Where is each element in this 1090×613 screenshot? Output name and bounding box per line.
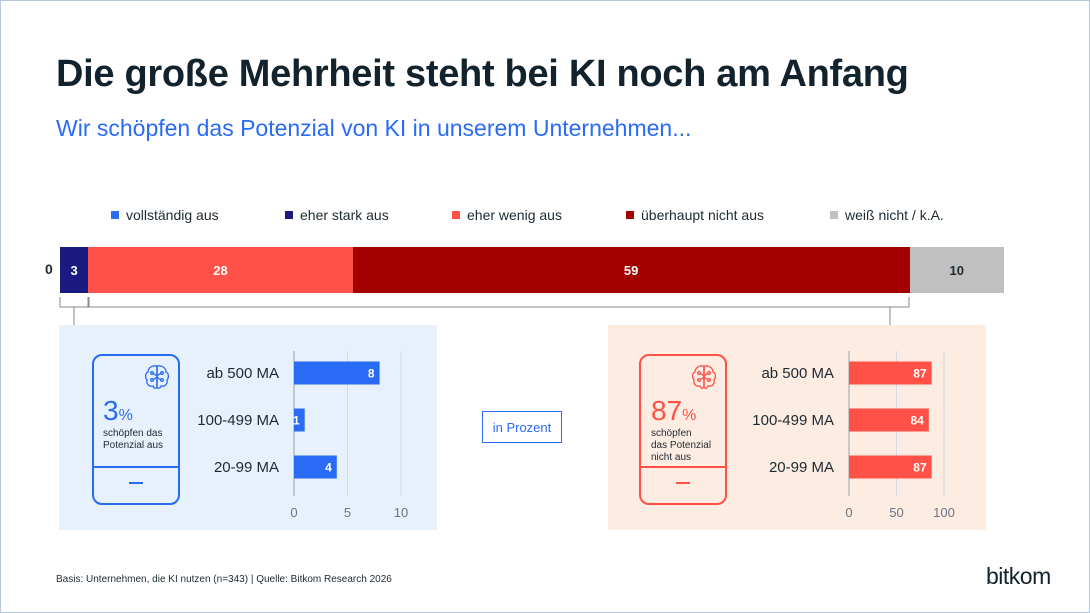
bar [294, 408, 305, 432]
stacked-bar-segment: 3 [60, 247, 89, 293]
right-category-label: 20-99 MA [768, 459, 834, 476]
legend-item-eher-stark: eher stark aus [285, 206, 389, 224]
legend-item-eher-wenig: eher wenig aus [452, 206, 562, 224]
bar [294, 455, 337, 479]
x-tick-label: 0 [845, 505, 852, 520]
left-bracket [59, 297, 89, 308]
left-category-label: 100-499 MA [197, 412, 279, 429]
legend-swatch [111, 211, 119, 219]
legend-item-ueberhaupt-nicht: überhaupt nicht aus [626, 206, 764, 224]
brain-icon [144, 365, 170, 389]
x-tick-label: 100 [933, 505, 955, 520]
left-panel [59, 325, 437, 530]
stacked-bar-zero-label: 0 [45, 261, 53, 277]
in-prozent-label: in Prozent [482, 411, 562, 443]
right-bar-chart: 0 50 100 87 84 87 [845, 351, 955, 520]
bar [294, 361, 380, 385]
x-tick-label: 50 [889, 505, 903, 520]
bracket-connectors [59, 297, 910, 325]
left-callout-unit: % [118, 407, 133, 424]
legend-swatch [626, 211, 634, 219]
x-tick-label: 5 [344, 505, 351, 520]
left-category-label: 20-99 MA [213, 459, 279, 476]
legend-label: vollständig aus [126, 207, 219, 223]
right-callout-caption: schöpfen das Potenzial nicht aus [651, 428, 711, 464]
legend-swatch [285, 211, 293, 219]
bar [849, 408, 929, 432]
bitkom-logo: bitkom [986, 563, 1051, 589]
stacked-bar-segment: 59 [352, 247, 910, 293]
page-title: Die große Mehrheit steht bei KI noch am … [56, 53, 909, 95]
legend-label: eher stark aus [300, 207, 389, 223]
left-callout-caption: schöpfen das Potenzial aus [103, 428, 163, 452]
right-callout-value: 87% [651, 395, 696, 427]
phone-button [129, 482, 143, 484]
bar-value-label: 84 [910, 414, 924, 428]
legend-label: eher wenig aus [467, 207, 562, 223]
bar-value-label: 87 [913, 461, 927, 475]
bar-value-label: 87 [913, 367, 927, 381]
brain-icon [691, 365, 717, 389]
left-callout-number: 3 [103, 395, 119, 426]
legend-item-weiss-nicht: weiß nicht / k.A. [830, 206, 944, 224]
page-subtitle: Wir schöpfen das Potenzial von KI in uns… [56, 115, 692, 141]
bar-value-label: 1 [293, 414, 300, 428]
phone-icon-left [92, 354, 180, 505]
legend-label: weiß nicht / k.A. [845, 207, 944, 223]
right-callout-unit: % [682, 407, 697, 424]
x-tick-label: 10 [394, 505, 408, 520]
right-category-label: 100-499 MA [752, 412, 834, 429]
legend-swatch [452, 211, 460, 219]
phone-divider [94, 466, 178, 468]
bar [849, 361, 932, 385]
stacked-bar-segment: 28 [88, 247, 353, 293]
stacked-bar-segment: 10 [909, 247, 1004, 293]
phone-icon-right [639, 354, 727, 505]
left-bar-chart: 0 5 10 8 1 4 [290, 351, 408, 520]
left-category-label: ab 500 MA [206, 365, 279, 382]
legend-swatch [830, 211, 838, 219]
bar-value-label: 4 [325, 461, 332, 475]
right-bracket [88, 297, 910, 308]
legend-item-vollstaendig: vollständig aus [111, 206, 219, 224]
x-tick-label: 0 [290, 505, 297, 520]
bar [849, 455, 932, 479]
caption-line: schöpfen [651, 428, 692, 439]
caption-line: das Potenzial [651, 440, 712, 451]
left-callout-value: 3% [103, 395, 133, 427]
phone-button [676, 482, 690, 484]
caption-line: schöpfen das [103, 428, 163, 439]
right-category-label: ab 500 MA [761, 365, 834, 382]
right-callout-number: 87 [651, 395, 683, 426]
caption-line: Potenzial aus [103, 440, 164, 451]
caption-line: nicht aus [651, 452, 692, 463]
legend-label: überhaupt nicht aus [641, 207, 764, 223]
phone-divider [641, 466, 725, 468]
footer-source: Basis: Unternehmen, die KI nutzen (n=343… [56, 574, 392, 585]
bar-value-label: 8 [368, 367, 375, 381]
